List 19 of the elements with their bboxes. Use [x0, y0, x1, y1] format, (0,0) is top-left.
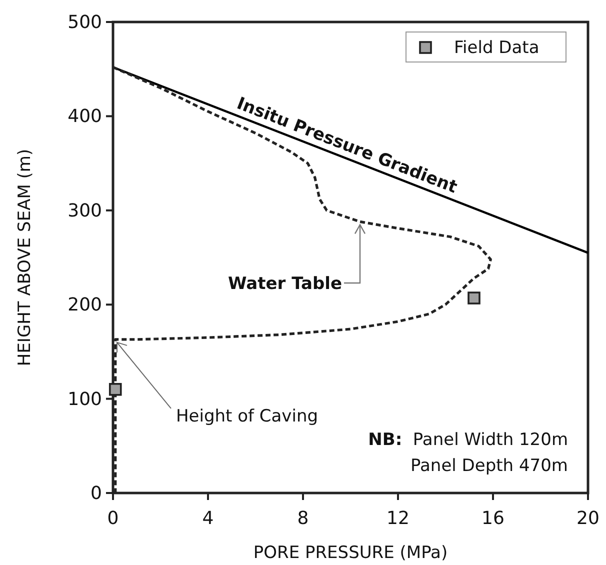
x-tick-label: 16 — [482, 508, 504, 529]
x-tick-label: 20 — [576, 508, 600, 529]
annotation: Panel Depth 470m — [410, 456, 568, 476]
legend-label: Field Data — [454, 38, 540, 58]
y-tick-label: 100 — [68, 388, 102, 410]
text: Water Table — [228, 274, 342, 294]
x-tick-label: 0 — [107, 508, 119, 529]
annotation: Height of Caving — [176, 406, 318, 426]
x-tick-label: 12 — [386, 508, 410, 529]
x-axis-title: PORE PRESSURE (MPa) — [253, 543, 448, 563]
y-axis-title: HEIGHT ABOVE SEAM (m) — [15, 148, 35, 366]
annotation: NB: Panel Width 120m — [368, 430, 568, 450]
y-tick-label: 200 — [68, 294, 102, 316]
x-tick-label: 8 — [297, 508, 309, 529]
y-tick-label: 400 — [68, 106, 102, 128]
x-tick-label: 4 — [202, 508, 214, 529]
y-tick-label: 500 — [68, 12, 102, 33]
y-tick-label: 0 — [90, 483, 102, 504]
y-tick-label: 300 — [68, 200, 102, 222]
